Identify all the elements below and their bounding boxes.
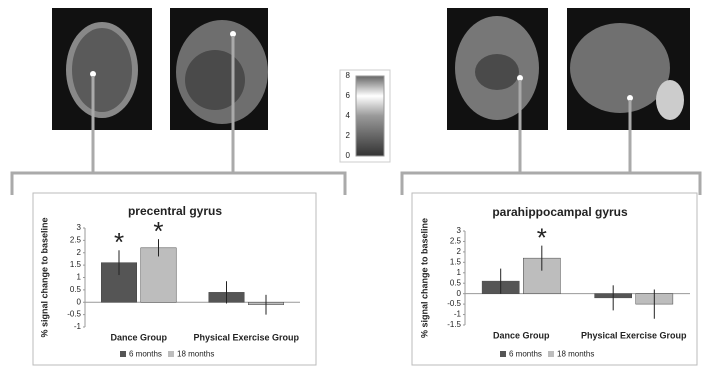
legend-label: 18 months [177,350,214,359]
y-tick-label: 3 [77,223,82,232]
significance-marker: * [537,222,547,252]
chart-title: parahippocampal gyrus [492,205,628,219]
colorbar-tick-label: 0 [346,151,351,160]
brain-images [52,8,690,130]
chart-title: precentral gyrus [128,204,222,218]
legend-swatch [500,351,506,357]
legend-label: 18 months [557,350,594,359]
x-tick-label: Physical Exercise Group [193,332,299,342]
x-tick-label: Dance Group [493,330,550,340]
significance-marker: * [114,227,124,257]
y-tick-label: 1 [457,268,462,277]
y-tick-label: 2.5 [70,235,82,244]
legend-label: 6 months [509,350,542,359]
y-tick-label: 2 [457,247,462,256]
y-tick-label: 2.5 [450,237,462,246]
y-tick-label: -1 [454,310,462,319]
connectors [10,36,702,195]
y-tick-label: 1.5 [450,257,462,266]
colorbar-tick-label: 6 [346,91,351,100]
x-tick-label: Dance Group [110,332,167,342]
y-tick-label: 1 [77,273,82,282]
y-tick-label: 3 [457,226,462,235]
colorbar [355,75,385,157]
y-tick-label: 0.5 [70,285,82,294]
legend-label: 6 months [129,350,162,359]
colorbar-tick-label: 8 [346,71,351,80]
y-tick-label: 0.5 [450,278,462,287]
colorbar-tick-label: 4 [346,111,351,120]
y-tick-label: -1.5 [447,320,461,329]
y-tick-label: 2 [77,248,82,257]
y-tick-label: -1 [74,322,82,331]
legend-swatch [168,351,174,357]
y-axis-label: % signal change to baseline [419,218,429,338]
legend-swatch [548,351,554,357]
colorbar-tick-label: 2 [346,131,351,140]
y-tick-label: 0 [77,297,82,306]
y-tick-label: 0 [457,289,462,298]
x-tick-label: Physical Exercise Group [581,330,687,340]
y-tick-label: 1.5 [70,260,82,269]
legend-swatch [120,351,126,357]
y-tick-label: -0.5 [447,299,461,308]
y-axis-label: % signal change to baseline [39,217,49,337]
y-tick-label: -0.5 [67,310,81,319]
significance-marker: * [153,216,163,246]
